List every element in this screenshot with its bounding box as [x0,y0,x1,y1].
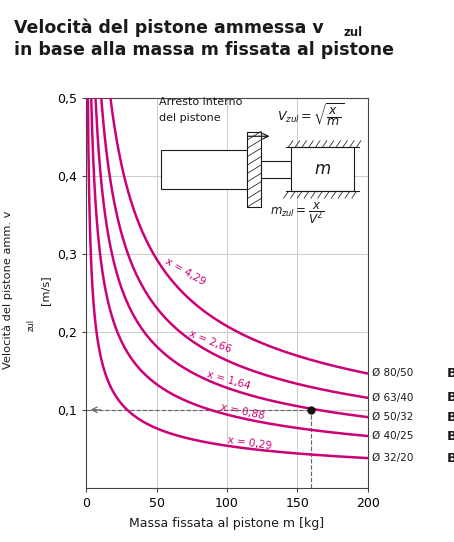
Text: BS: BS [447,429,454,442]
Text: m: m [314,160,331,178]
Text: $m_{zul} = \dfrac{x}{V^2}$: $m_{zul} = \dfrac{x}{V^2}$ [270,201,325,227]
Text: x = 0,88: x = 0,88 [220,402,266,421]
Text: $V_{zul} = \sqrt{\dfrac{x}{m}}$: $V_{zul} = \sqrt{\dfrac{x}{m}}$ [277,101,344,127]
Text: Ø 50/32: Ø 50/32 [372,412,414,422]
Text: BS: BS [447,391,454,404]
Text: BS: BS [447,411,454,424]
Text: Velocità del pistone ammessa v: Velocità del pistone ammessa v [14,19,323,37]
Bar [161,150,247,189]
Text: x = 0,29: x = 0,29 [227,435,272,451]
Text: Ø 32/20: Ø 32/20 [372,453,414,463]
Text: x = 1,64: x = 1,64 [206,369,252,391]
Text: x = 2,66: x = 2,66 [188,328,233,354]
Text: del pistone: del pistone [159,113,221,123]
Text: Velocità del pistone amm. v: Velocità del pistone amm. v [2,211,13,369]
Bar [247,132,261,207]
Text: [m/s]: [m/s] [40,275,50,305]
Text: Ø 63/40: Ø 63/40 [372,393,414,403]
Text: Ø 80/50: Ø 80/50 [372,369,414,378]
Text: zul: zul [343,26,362,39]
Bar [291,147,354,191]
Text: Arresto interno: Arresto interno [159,96,242,107]
Bar [261,160,291,178]
X-axis label: Massa fissata al pistone m [kg]: Massa fissata al pistone m [kg] [129,517,325,530]
Text: Ø 40/25: Ø 40/25 [372,431,414,441]
Text: BS: BS [447,451,454,464]
Text: zul: zul [27,319,36,331]
Text: BS: BS [447,367,454,380]
Text: x = 4,29: x = 4,29 [164,257,207,288]
Text: in base alla massa m fissata al pistone: in base alla massa m fissata al pistone [14,41,394,59]
